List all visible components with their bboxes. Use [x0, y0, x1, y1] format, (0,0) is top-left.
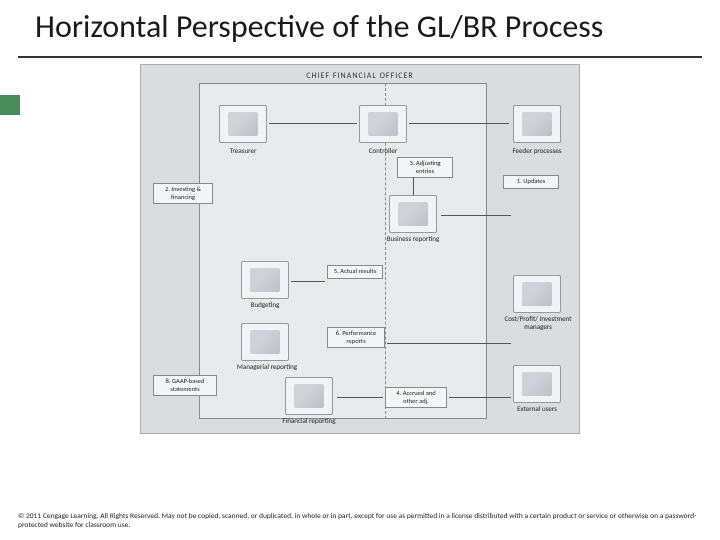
accent-bar [0, 95, 20, 115]
page-title: Horizontal Perspective of the GL/BR Proc… [35, 8, 700, 46]
costprofit-label: Cost/Profit/ Investment managers [497, 315, 579, 330]
box-accrued: 4. Accrued and other adj. [385, 387, 447, 407]
box-investing: 2. Investing & financing [153, 183, 213, 203]
external-icon [513, 365, 561, 403]
controller-label: Controller [353, 147, 413, 155]
controller-icon [359, 105, 407, 143]
title-block: Horizontal Perspective of the GL/BR Proc… [0, 0, 720, 56]
divider-right [486, 83, 487, 419]
box-actual: 5. Actual results [327, 265, 383, 278]
arrow-2 [409, 123, 509, 124]
diagram-header: CHIEF FINANCIAL OFFICER [141, 71, 579, 81]
box-performance: 6. Performance reports [327, 327, 385, 347]
arrow-8 [449, 397, 511, 398]
diagram-container: CHIEF FINANCIAL OFFICER Treasurer Contro… [0, 58, 720, 434]
treasurer-label: Treasurer [213, 147, 273, 155]
budgeting-label: Budgeting [233, 301, 297, 309]
arrow-3 [413, 177, 414, 195]
feeder-label: Feeder processes [503, 147, 571, 155]
arrow-7 [337, 397, 383, 398]
managerial-label: Managerial reporting [229, 363, 305, 371]
financial-icon [285, 377, 333, 415]
arrow-5 [441, 215, 511, 216]
managerial-icon [241, 323, 289, 361]
box-adjusting: 3. Adjusting entries [397, 157, 453, 177]
arrow-1 [269, 123, 357, 124]
box-updates: 1. Updates [503, 175, 559, 188]
financial-label: Financial reporting [273, 417, 345, 425]
feeder-icon [513, 105, 561, 143]
business-reporting-label: Business reporting [379, 235, 447, 243]
box-gaap: 8. GAAP-based statements [153, 375, 217, 395]
investment-icon [513, 275, 561, 313]
arrow-6 [387, 343, 511, 344]
arrow-4 [291, 281, 325, 282]
budgeting-icon [241, 261, 289, 299]
external-label: External users [505, 405, 569, 413]
copyright-footer: © 2011 Cengage Learning. All Rights Rese… [18, 512, 702, 530]
divider-left [199, 83, 200, 419]
business-reporting-icon [389, 195, 437, 233]
glbr-diagram: CHIEF FINANCIAL OFFICER Treasurer Contro… [140, 64, 580, 434]
treasurer-icon [219, 105, 267, 143]
